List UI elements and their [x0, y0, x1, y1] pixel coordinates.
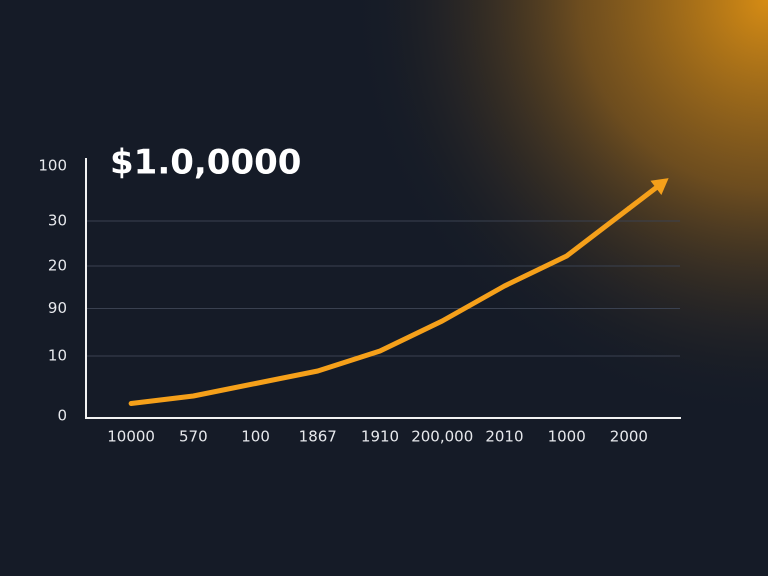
- y-tick-label: 100: [38, 157, 67, 175]
- chart-title: $1.0,0000: [110, 143, 301, 183]
- arrow-head: [650, 178, 669, 196]
- x-tick-label: 2000: [610, 428, 648, 446]
- grid: [87, 220, 680, 357]
- x-tick-label: 10000: [107, 428, 155, 446]
- x-tick-label: 1867: [299, 428, 337, 446]
- y-tick-label: 20: [48, 257, 67, 275]
- line: [128, 206, 632, 406]
- x-tick-label: 1000: [548, 428, 586, 446]
- y-tick-label: 30: [48, 212, 67, 230]
- x-tick-label: 2010: [485, 428, 523, 446]
- x-tick-label: 570: [179, 428, 208, 446]
- x-tick-label: 100: [241, 428, 270, 446]
- x-tick-label: 1910: [361, 428, 399, 446]
- y-tick-label: 0: [57, 407, 67, 425]
- x-tick-label: 200,000: [411, 428, 473, 446]
- y-tick-label: 90: [48, 299, 67, 317]
- y-tick-label: 10: [48, 347, 67, 365]
